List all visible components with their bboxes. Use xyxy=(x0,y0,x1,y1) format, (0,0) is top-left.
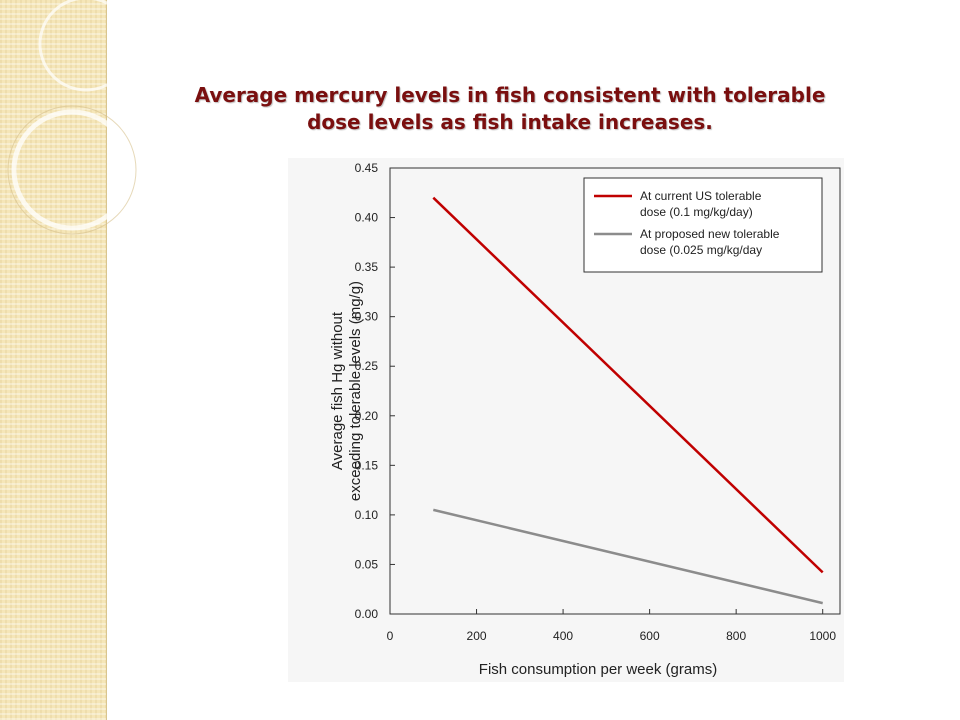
y-tick-label: 0.45 xyxy=(355,161,379,175)
y-tick-label: 0.30 xyxy=(355,310,379,324)
legend-label-proposed-line-2: dose (0.025 mg/kg/day xyxy=(640,243,762,257)
y-tick-label: 0.10 xyxy=(355,508,379,522)
x-tick-label: 800 xyxy=(726,629,746,643)
y-tick-label: 0.20 xyxy=(355,409,379,423)
y-axis-ticks: 0.00 0.05 0.10 0.15 0.20 0.25 0.30 0.35 0.40 0.45 xyxy=(355,161,395,621)
x-axis-ticks: 0 200 400 600 800 1000 xyxy=(387,609,836,643)
chart-panel: 0.00 0.05 0.10 0.15 0.20 0.25 0.30 0.35 0.40 0.45… xyxy=(288,158,844,682)
x-tick-label: 400 xyxy=(553,629,573,643)
legend-box xyxy=(583,177,823,273)
y-tick-label: 0.15 xyxy=(355,458,379,472)
slide-title: Average mercury levels in fish consisten… xyxy=(150,82,870,136)
decorative-rings xyxy=(7,0,137,235)
legend: At current US tolerable dose (0.1 mg/kg/… xyxy=(583,177,823,273)
y-tick-label: 0.35 xyxy=(355,260,379,274)
x-tick-label: 600 xyxy=(640,629,660,643)
x-axis-title: Fish consumption per week (grams) xyxy=(479,661,717,678)
plot-area-frame xyxy=(389,167,841,615)
line-chart: 0.00 0.05 0.10 0.15 0.20 0.25 0.30 0.35 0.40 0.45… xyxy=(329,161,841,678)
decorative-ring-large xyxy=(11,109,133,231)
x-tick-label: 200 xyxy=(467,629,487,643)
decorative-ring-small xyxy=(38,0,134,92)
decorative-side-band xyxy=(0,0,107,720)
y-tick-label: 0.40 xyxy=(355,211,379,225)
x-tick-label: 1000 xyxy=(809,629,836,643)
series-lines xyxy=(432,196,824,605)
slide-title-line-1: Average mercury levels in fish consisten… xyxy=(194,83,826,107)
y-tick-label: 0.05 xyxy=(355,557,379,571)
legend-label-current-line-1: At current US tolerable xyxy=(640,189,762,203)
y-tick-label: 0.00 xyxy=(355,607,379,621)
legend-label-current-line-2: dose (0.1 mg/kg/day) xyxy=(640,205,753,219)
y-axis-title-line-2: exceeding tolerable levels (mg/g) xyxy=(347,281,364,501)
series-line-current-us-dose xyxy=(432,196,824,574)
legend-label-proposed-line-1: At proposed new tolerable xyxy=(640,227,780,241)
series-line-proposed-dose xyxy=(433,508,823,605)
y-axis-title-line-1: Average fish Hg without xyxy=(329,311,346,470)
x-tick-label: 0 xyxy=(387,629,394,643)
y-tick-label: 0.25 xyxy=(355,359,379,373)
slide-title-line-2: dose levels as fish intake increases. xyxy=(307,110,713,134)
decorative-ring-outline xyxy=(7,105,137,235)
